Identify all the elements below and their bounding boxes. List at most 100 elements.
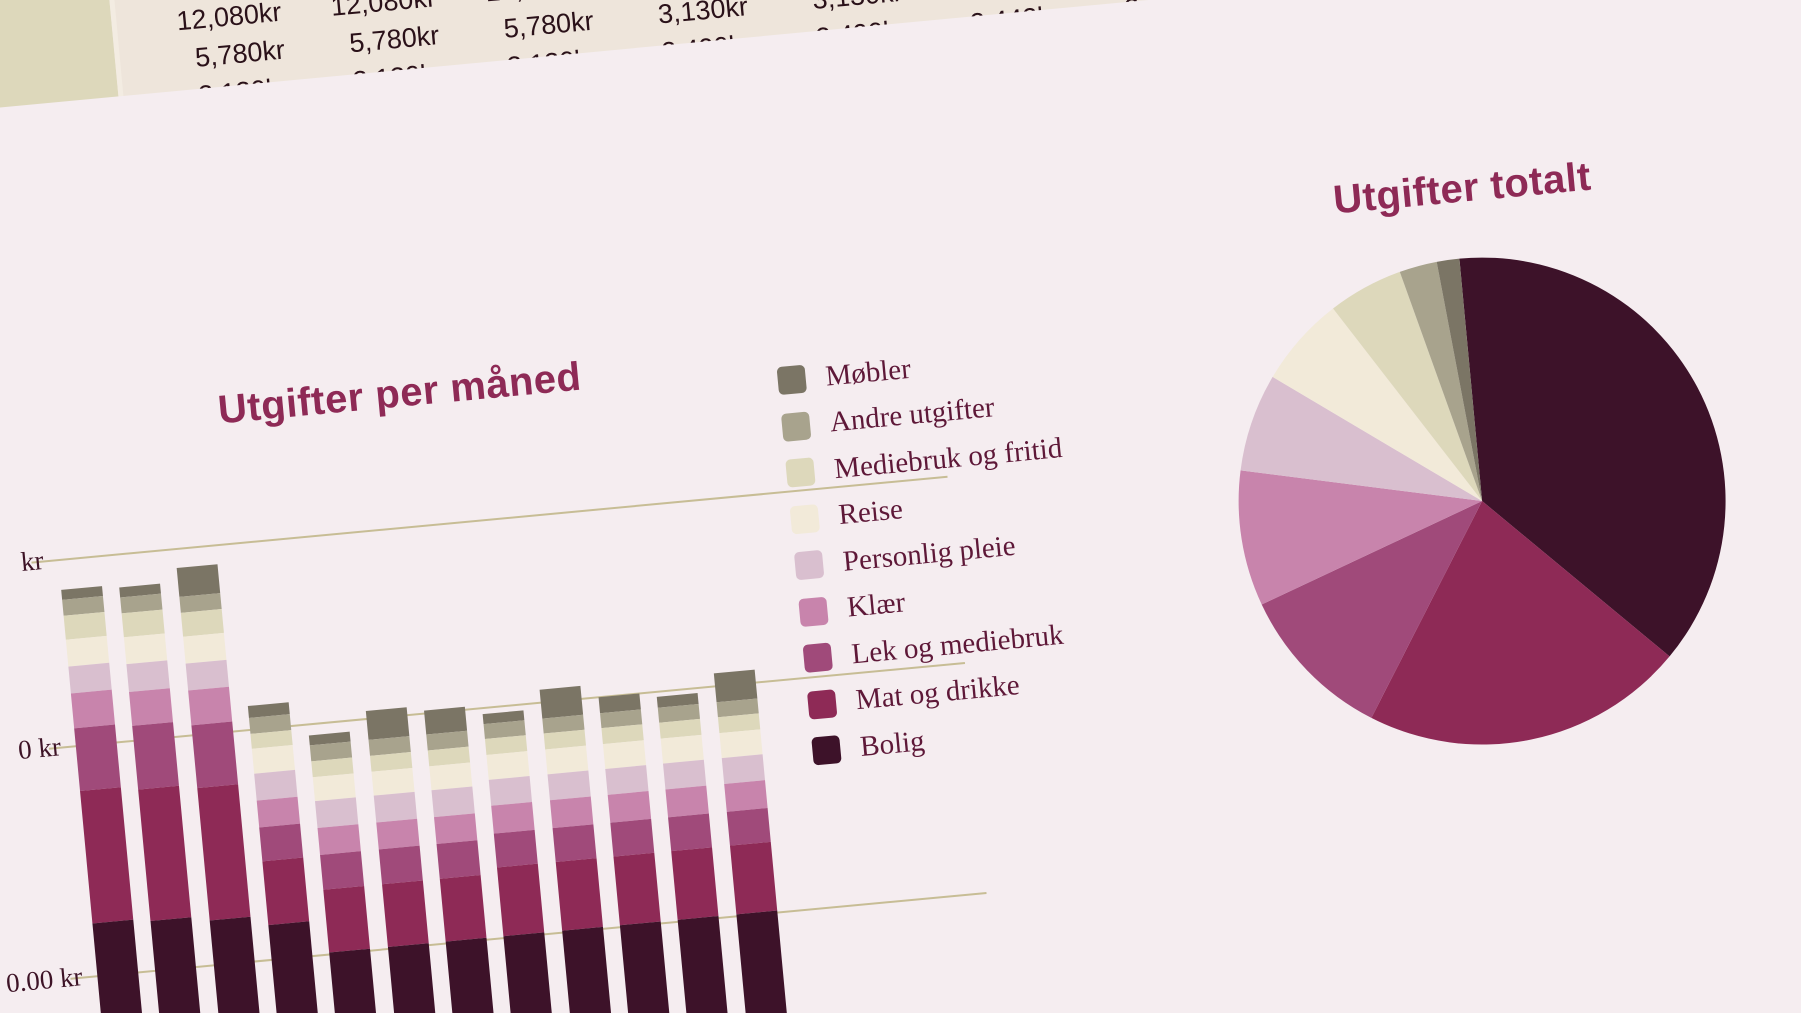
- bar-segment: [605, 764, 649, 796]
- bar-segment: [494, 829, 539, 868]
- bar-segment: [259, 823, 304, 862]
- legend-item[interactable]: Mat og drikke: [806, 665, 1085, 721]
- legend-item-label: Mediebruk og fritid: [832, 431, 1064, 485]
- bar-segment: [132, 721, 180, 790]
- bar-segment: [489, 775, 533, 807]
- legend-item[interactable]: Klær: [798, 572, 1076, 628]
- pie-slice[interactable]: [1399, 260, 1483, 507]
- bar-segment: [497, 863, 545, 937]
- bar-segment: [74, 724, 121, 792]
- legend-swatch: [789, 503, 821, 535]
- bar-segment: [549, 796, 594, 829]
- legend-item[interactable]: Mediebruk og fritid: [785, 431, 1064, 489]
- pie-slice[interactable]: [1352, 485, 1676, 756]
- bar-segment: [124, 633, 168, 665]
- bar-segment: [547, 770, 591, 801]
- chart-legend: Møbler Andre utgifter Mediebruk og fritid R…: [776, 340, 1091, 782]
- y-axis-tick-label: 0 kr: [16, 731, 63, 766]
- bar-segment: [665, 786, 710, 818]
- bar-segment: [191, 721, 238, 789]
- bar-segment: [320, 851, 365, 890]
- pie-chart-plot: [1177, 196, 1787, 806]
- bar-chart-plot: kr 0 kr 0.00 kr: [5, 385, 987, 1013]
- legend-item-label: Bolig: [858, 724, 926, 763]
- pie-svg: [1232, 236, 1740, 756]
- legend-item[interactable]: Bolig: [811, 711, 1089, 767]
- bar-segment: [613, 853, 661, 926]
- bar-segment: [317, 823, 362, 856]
- bar-segment: [721, 753, 765, 785]
- bar-segment: [329, 948, 383, 1013]
- bar-segment: [539, 685, 583, 719]
- bar-segment: [736, 910, 790, 1013]
- legend-item[interactable]: Personlig pleie: [793, 526, 1072, 582]
- bar-segment: [677, 916, 732, 1013]
- bar-segment: [187, 687, 232, 726]
- pie-slice[interactable]: [1459, 236, 1740, 673]
- bar-segment: [365, 707, 409, 740]
- bar-segment: [262, 857, 310, 925]
- bar-segment: [70, 689, 115, 728]
- legend-item[interactable]: Lek og mediebruk: [802, 618, 1080, 674]
- bar-segment: [209, 916, 267, 1013]
- bar-segment: [503, 932, 557, 1013]
- bar-segment: [663, 759, 707, 790]
- bar-segment: [387, 943, 441, 1013]
- legend-swatch: [785, 457, 816, 488]
- legend-swatch: [780, 410, 812, 442]
- legend-item-label: Personlig pleie: [841, 529, 1017, 578]
- bar-segment: [315, 797, 359, 828]
- pie-slice[interactable]: [1436, 258, 1483, 504]
- bar-segment: [713, 669, 757, 702]
- bar-segment: [433, 813, 478, 845]
- bar-segment: [256, 796, 301, 828]
- pie-slice[interactable]: [1267, 296, 1483, 519]
- bar-segment: [436, 840, 481, 879]
- bar-segment: [561, 927, 616, 1013]
- legend-swatch: [798, 596, 829, 627]
- legend-item[interactable]: Møbler: [776, 340, 1054, 396]
- bar-segment: [268, 921, 325, 1013]
- bar-segment: [607, 791, 652, 823]
- bar-segment: [68, 662, 112, 694]
- legend-item-label: Mat og drikke: [854, 669, 1022, 717]
- pie-slice[interactable]: [1330, 266, 1483, 513]
- pie-slice[interactable]: [1254, 501, 1501, 727]
- bar-segment: [431, 786, 475, 817]
- bar-segment: [80, 787, 134, 924]
- bar-segment: [723, 780, 768, 812]
- bar-segment: [129, 687, 174, 726]
- bar-segment: [381, 880, 429, 948]
- bar-segment: [373, 791, 417, 823]
- bar-segment: [176, 564, 220, 597]
- legend-item[interactable]: Andre utgifter: [780, 387, 1059, 443]
- bar-segment: [92, 919, 151, 1013]
- legend-item-label: Andre utgifter: [828, 391, 996, 439]
- legend-swatch: [793, 549, 825, 581]
- bar-segment: [65, 635, 110, 667]
- legend-item-label: Lek og mediebruk: [850, 618, 1065, 670]
- bar-segment: [182, 633, 227, 664]
- bar-segment: [323, 885, 371, 953]
- bar-segment: [491, 802, 535, 834]
- bar-segment: [439, 874, 487, 942]
- legend-swatch: [776, 364, 808, 396]
- legend-swatch: [811, 735, 842, 766]
- y-axis-tick-label: kr: [19, 545, 45, 577]
- bar-segment: [196, 784, 251, 921]
- bar-segment: [668, 813, 713, 852]
- y-axis-tick-label: 0.00 kr: [4, 961, 84, 999]
- bar-segment: [610, 818, 655, 857]
- pie-slice[interactable]: [1232, 359, 1483, 524]
- pie-slice[interactable]: [1235, 448, 1490, 606]
- bar-segment: [729, 842, 777, 915]
- bar-segment: [619, 921, 674, 1013]
- legend-swatch: [802, 642, 834, 673]
- legend-item-label: Møbler: [824, 352, 913, 393]
- bar-segment: [555, 858, 603, 931]
- legend-item[interactable]: Reise: [789, 479, 1067, 535]
- legend-item-label: Klær: [845, 586, 907, 624]
- bar-column[interactable]: [713, 669, 790, 1013]
